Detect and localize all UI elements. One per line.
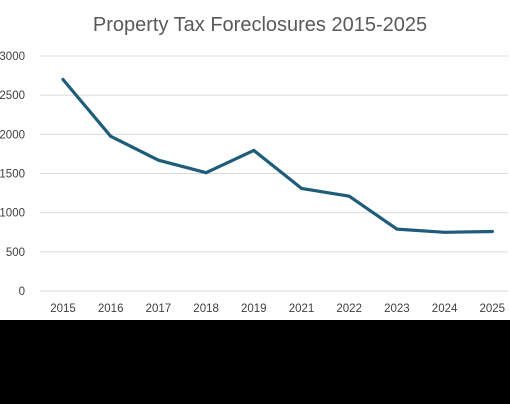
data-point-2022	[347, 194, 351, 198]
data-point-2015	[61, 78, 65, 81]
data-point-2024	[443, 230, 447, 234]
x-tick-label: 2022	[336, 303, 362, 315]
data-point-2018	[204, 171, 208, 175]
x-tick-label: 2019	[241, 303, 267, 315]
data-point-2019	[252, 148, 256, 152]
bottom-black-band	[0, 320, 510, 404]
series-line	[61, 77, 494, 234]
x-tick-label: 2016	[98, 303, 124, 315]
line-chart: Property Tax Foreclosures 2015-2025 0 500…	[0, 14, 508, 315]
y-tick-label: 0	[19, 286, 25, 298]
x-tick-label: 2024	[432, 303, 458, 315]
x-axis-tick-labels: 2015 2016 2017 2018 2019 2021 2022 2023 2024 2025	[50, 303, 505, 315]
y-tick-label: 1500	[0, 169, 25, 181]
y-tick-label: 2500	[0, 90, 25, 102]
chart-title: Property Tax Foreclosures 2015-2025	[93, 14, 427, 36]
data-point-2017	[156, 158, 160, 162]
gridlines	[40, 55, 508, 292]
series-layer	[61, 77, 494, 234]
x-tick-label: 2025	[480, 303, 506, 315]
y-tick-label: 1000	[0, 208, 25, 220]
data-point-2021	[300, 186, 303, 190]
x-tick-label: 2015	[50, 303, 76, 315]
x-tick-label: 2021	[289, 303, 315, 315]
y-tick-label: 2000	[0, 129, 25, 141]
chart-panel: Property Tax Foreclosures 2015-2025 0 500…	[0, 0, 510, 320]
data-point-2025	[490, 229, 494, 233]
y-tick-label: 3000	[0, 51, 25, 63]
x-tick-label: 2018	[193, 303, 219, 315]
y-tick-label: 500	[6, 247, 25, 259]
data-point-2016	[109, 134, 113, 138]
data-point-2023	[395, 227, 399, 231]
y-axis-tick-labels: 0 500 1000 1500 2000 2500 3000	[0, 51, 25, 298]
x-tick-label: 2017	[146, 303, 172, 315]
x-tick-label: 2023	[384, 303, 410, 315]
